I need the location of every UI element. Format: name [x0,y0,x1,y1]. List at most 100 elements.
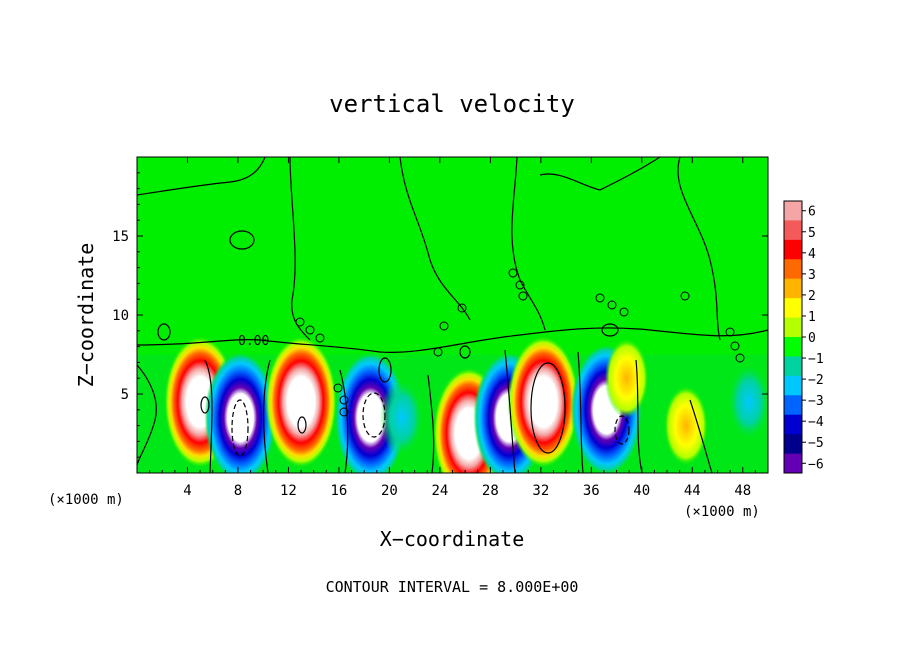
zero-contour-line [730,341,740,351]
x-tick-label: 24 [431,483,448,499]
zero-contour-line [315,333,325,343]
colorbar-tick-label: −6 [808,457,824,472]
x-tick-label: 20 [381,483,398,499]
colorbar-tick-label: 0 [808,331,816,346]
colorbar-swatch [784,317,802,338]
zero-contour-line [607,300,617,310]
x-tick-label: 44 [684,483,701,499]
downdraft-cell-2 [204,351,277,473]
zero-contour-line [333,383,343,393]
colorbar-swatch [784,220,802,241]
colorbar-swatch [784,259,802,280]
colorbar-swatch [784,414,802,435]
colorbar-swatch [784,375,802,396]
zero-contour-line [137,364,157,466]
zero-contour-line [339,407,349,417]
zero-contour-line [635,359,643,473]
zero-contour-line [601,323,619,337]
zero-contour-line [508,268,518,278]
zero-contour-line [511,157,546,331]
zero-contour-line [339,395,349,405]
x-tick-label: 16 [330,483,347,499]
zero-contours [137,157,768,473]
y-tick-label: 5 [121,387,129,403]
zero-contour-line [433,347,443,357]
zero-contour-line [439,321,449,331]
zero-contour-line [619,307,629,317]
x-axis-title: X−coordinate [380,527,525,551]
updraft-cell-11 [663,385,708,466]
zero-contour-line [263,359,271,473]
x-tick-label: 36 [583,483,600,499]
colorbar: 6 5 4 3 2 1 0 −1 −2 −3 −4 −5 −6 [783,200,824,474]
zero-contour-line [515,280,525,290]
downdraft-cell-12 [727,361,768,442]
x-unit-label-right: (×1000 m) [684,504,760,520]
zero-contour-line [200,396,210,414]
y-tick-label: 10 [112,308,129,324]
downdraft-cell-5 [380,377,425,458]
colorbar-tick-label: 3 [808,268,816,283]
colorbar-tick-label: −3 [808,394,824,409]
zero-contour-line [137,157,266,196]
x-tick-label: 28 [482,483,499,499]
updraft-cell-10 [604,338,649,419]
zero-contour-line [297,416,307,434]
x-tick-label: 8 [234,483,242,499]
velocity-field [137,335,768,473]
zero-contour-line [231,399,249,457]
zero-contour-line [677,157,721,341]
x-unit-label-left: (×1000 m) [48,492,124,508]
zero-contour-line [539,157,661,191]
colorbar-swatch [784,356,802,377]
x-tick-label: 12 [280,483,297,499]
chart-title: vertical velocity [329,90,575,118]
colorbar-swatch [784,453,802,474]
zero-contour-line [362,392,386,438]
colorbar-swatch [784,395,802,416]
zero-contour-line [595,293,605,303]
zero-contour-line [577,351,584,473]
colorbar-tick-label: 2 [808,289,816,304]
zero-contour-line [457,303,467,313]
zero-contour-line [157,323,171,341]
colorbar-tick-label: −4 [808,415,824,430]
zero-contour-line [399,157,471,321]
zero-contour-line [204,359,213,473]
zero-contour-line [289,157,311,341]
zero-contour-line [530,362,566,454]
colorbar-swatch [784,201,802,221]
zero-contour-line [339,369,349,473]
colorbar-swatch [784,298,802,319]
contour-label: 0.00 [238,334,269,349]
updraft-cell-8 [507,335,580,468]
zero-contour-line [137,327,768,353]
y-axis-title: Z−coordinate [74,243,98,388]
zero-contour-line [229,230,255,250]
zero-contour-line [295,317,305,327]
plot-area: 0.00 [137,157,768,473]
colorbar-swatch [784,434,802,455]
zero-contour-line [459,345,471,359]
contour-interval-text: CONTOUR INTERVAL = 8.000E+00 [326,578,579,596]
colorbar-swatch [784,278,802,299]
colorbar-tick-label: −1 [808,352,824,367]
zero-contour-line [614,415,630,445]
colorbar-swatch [784,337,802,357]
zero-contour-line [680,291,690,301]
colorbar-tick-label: −2 [808,373,824,388]
zero-contour-line [504,349,516,473]
updraft-cell-3 [265,335,338,468]
zero-contour-line [735,353,745,363]
colorbar-tick-label: 6 [808,205,816,220]
y-axis: 5 10 15 [112,172,768,458]
zero-contour-line [518,291,528,301]
y-tick-label: 15 [112,229,129,245]
colorbar-tick-label: 5 [808,226,816,241]
x-tick-label: 48 [734,483,751,499]
colorbar-tick-label: −5 [808,436,824,451]
zero-contour-line [689,399,713,473]
x-tick-label: 40 [633,483,650,499]
x-tick-label: 4 [183,483,191,499]
